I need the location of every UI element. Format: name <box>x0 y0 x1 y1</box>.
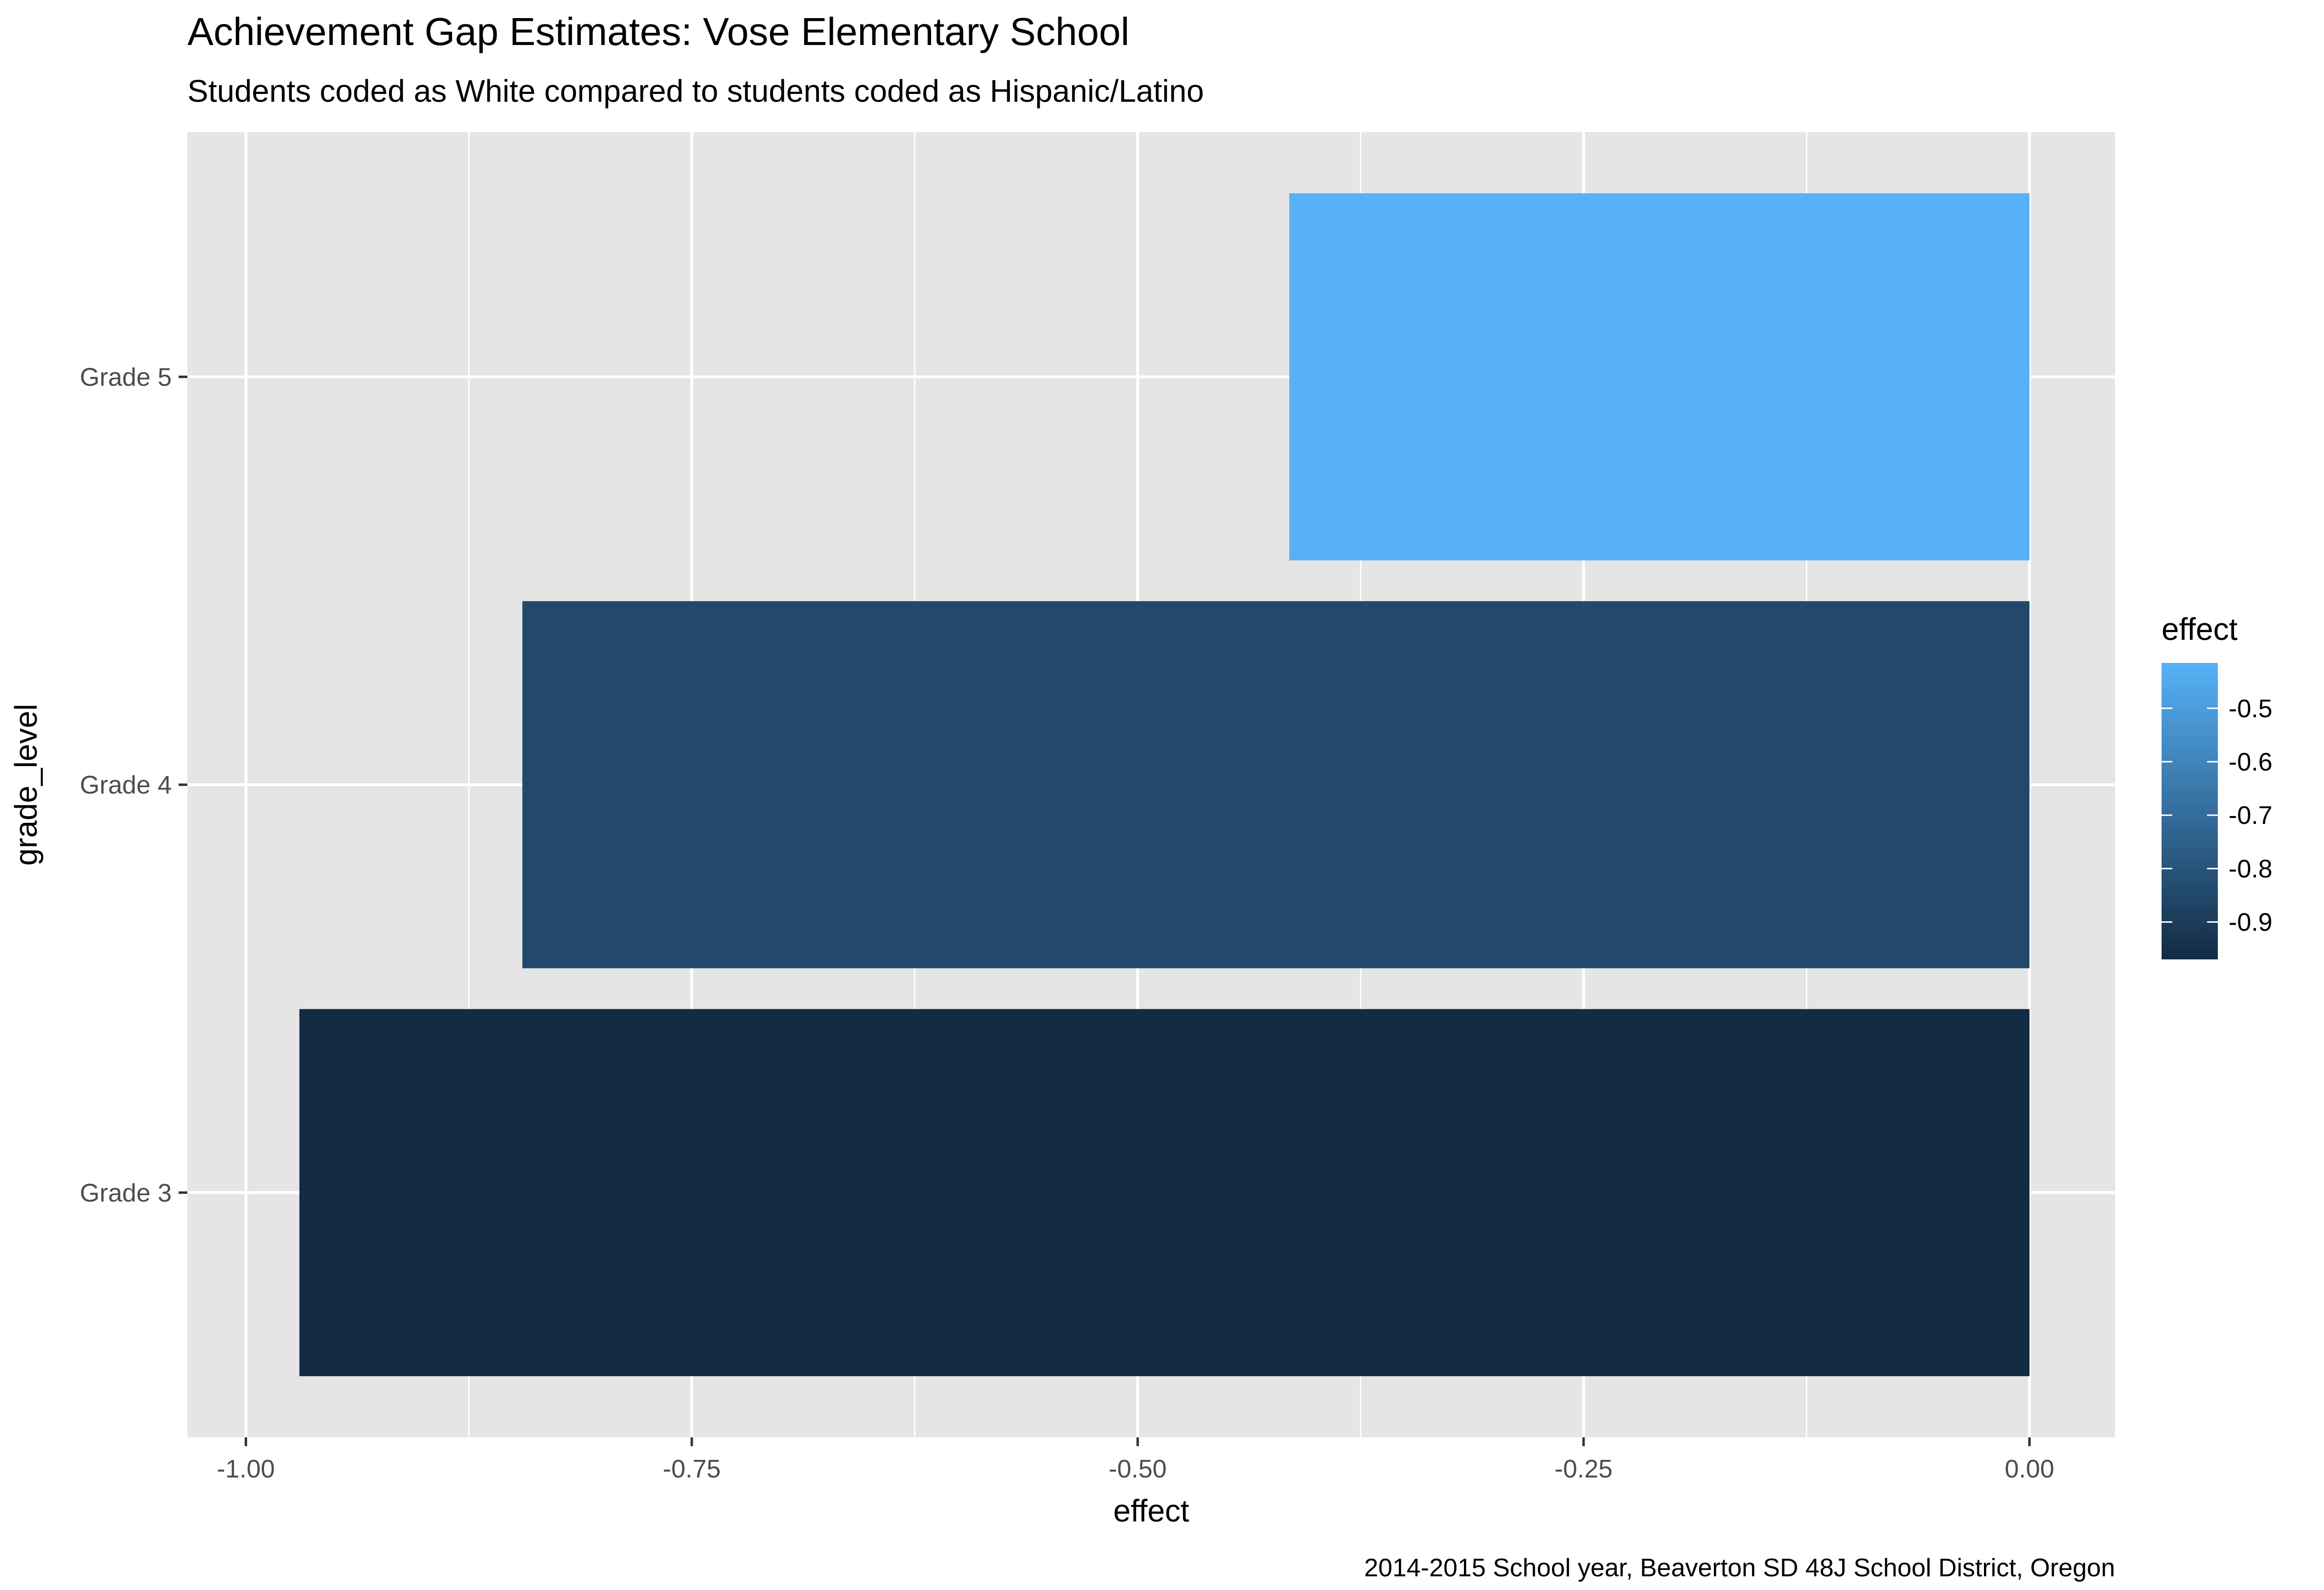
legend-label: -0.9 <box>2229 909 2273 937</box>
bars <box>299 193 2030 1376</box>
y-tick-label: Grade 4 <box>80 771 172 799</box>
x-tick-label: 0.00 <box>2005 1455 2054 1483</box>
legend-label: -0.7 <box>2229 801 2273 830</box>
legend-label: -0.6 <box>2229 748 2273 776</box>
chart-subtitle: Students coded as White compared to stud… <box>187 73 1204 109</box>
x-tick-label: -0.75 <box>663 1455 721 1483</box>
bar-grade-4 <box>522 601 2030 969</box>
x-tick-label: -0.25 <box>1554 1455 1613 1483</box>
legend-label: -0.8 <box>2229 855 2273 883</box>
bar-grade-5 <box>1289 193 2030 561</box>
y-axis-title: grade_level <box>8 704 44 866</box>
x-tick-label: -1.00 <box>217 1455 275 1483</box>
x-axis-title: effect <box>1113 1493 1189 1528</box>
axes: -1.00 -0.75 -0.50 -0.25 0.00 Grade 3 Grade 4 Gr… <box>80 363 2054 1483</box>
bar-grade-3 <box>299 1009 2030 1376</box>
legend-label: -0.5 <box>2229 695 2273 723</box>
y-tick-label: Grade 3 <box>80 1179 172 1207</box>
x-tick-label: -0.50 <box>1109 1455 1167 1483</box>
legend-colorbar <box>2162 663 2218 959</box>
y-tick-label: Grade 5 <box>80 363 172 391</box>
legend: effect -0.5 -0.6 -0.7 -0.8 -0.9 <box>2162 612 2273 959</box>
legend-title: effect <box>2162 612 2238 647</box>
chart-title: Achievement Gap Estimates: Vose Elementa… <box>187 10 1129 53</box>
chart-caption: 2014-2015 School year, Beaverton SD 48J … <box>1364 1554 2115 1582</box>
